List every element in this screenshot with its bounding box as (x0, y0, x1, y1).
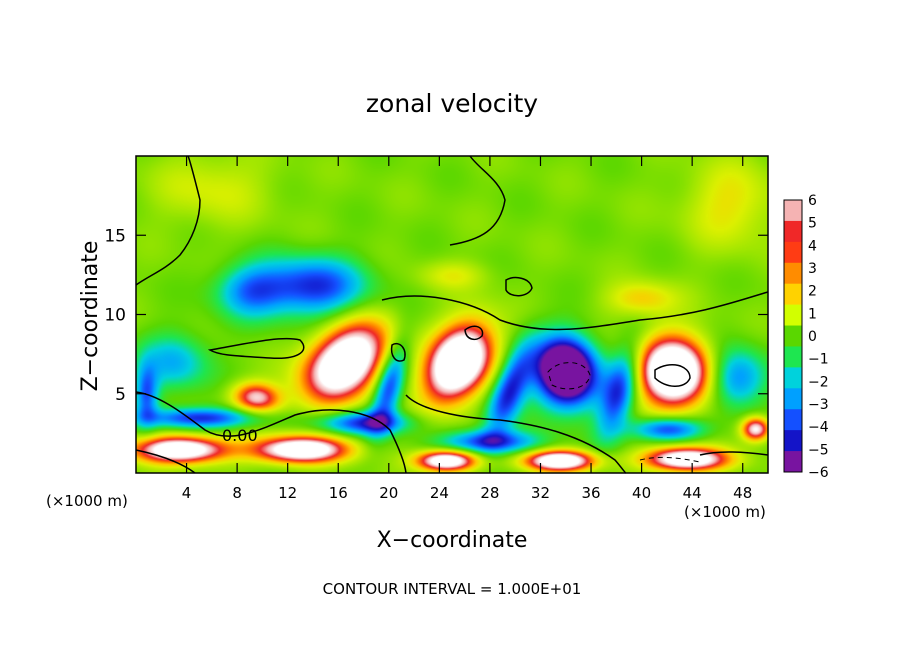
x-tick-label: 12 (278, 484, 297, 502)
x-tick-label: 48 (733, 484, 752, 502)
contour-zero-island-a (505, 276, 533, 297)
y-axis-label: Z−coordinate (78, 241, 103, 392)
chart-title: zonal velocity (366, 89, 538, 118)
colorbar-tick-label: 3 (808, 261, 817, 277)
colorbar-segment (784, 346, 802, 368)
colorbar-tick-label: 5 (808, 216, 817, 232)
heatmap-field (136, 156, 768, 473)
contour-zero-top (449, 155, 506, 246)
colorbar-tick-label: −4 (808, 420, 829, 436)
colorbar: 6 5 4 3 2 1 0 −1 −2 −3 −4 −5 −6 (783, 193, 829, 481)
contour-zero-island-d (390, 343, 406, 362)
colorbar-segment (784, 388, 802, 410)
contour-neg-vortex (547, 362, 591, 390)
colorbar-tick-label: −6 (808, 465, 829, 481)
colorbar-tick-label: 2 (808, 284, 817, 300)
y-axis-ticks: 5 10 15 (104, 226, 768, 405)
x-axis-label: X−coordinate (377, 528, 528, 553)
colorbar-segment (784, 325, 802, 347)
colorbar-frame (783, 199, 803, 473)
contour-zero-lowleft (135, 391, 407, 474)
colorbar-tick-label: 0 (808, 329, 817, 345)
colorbar-segment (784, 430, 802, 452)
colorbar-segment (784, 220, 802, 243)
colorbar-tick-label: 4 (808, 238, 817, 254)
x-tick-label: 4 (182, 484, 192, 502)
colorbar-tick-label: 1 (808, 306, 817, 322)
colorbar-tick-label: −2 (808, 374, 829, 390)
x-tick-label: 40 (632, 484, 651, 502)
colorbar-tick-label: 6 (808, 193, 817, 209)
colorbar-segment (784, 200, 802, 222)
contour-zero-bottom (135, 449, 196, 474)
x-tick-label: 36 (581, 484, 600, 502)
colorbar-tick-label: −1 (808, 352, 829, 368)
x-axis-ticks: 4 8 12 16 20 24 28 32 36 40 44 48 (182, 156, 752, 502)
colorbar-segment (784, 451, 802, 473)
x-tick-label: 20 (379, 484, 398, 502)
contour-zero-mid (381, 291, 769, 331)
contour-zero-island-b (207, 337, 305, 359)
contour-dashed (547, 362, 701, 463)
contour-neg-bottom (639, 456, 701, 463)
contour-zero-bottom-right (699, 451, 769, 456)
y-tick-label: 15 (104, 226, 126, 246)
y-tick-label: 5 (115, 385, 126, 405)
contour-label: 0.00 (222, 426, 258, 445)
colorbar-segment (784, 283, 802, 306)
colorbar-segment (784, 262, 802, 285)
colorbar-tick-label: −5 (808, 442, 829, 458)
x-tick-label: 32 (531, 484, 550, 502)
colorbar-segment (784, 409, 802, 431)
x-tick-label: 44 (683, 484, 702, 502)
x-tick-label: 28 (480, 484, 499, 502)
colorbar-segment (784, 241, 802, 264)
x-tick-label: 8 (232, 484, 242, 502)
x-tick-label: 24 (430, 484, 449, 502)
x-unit-label: (×1000 m) (684, 503, 766, 521)
y-unit-label: (×1000 m) (46, 492, 128, 510)
contour-lines (135, 155, 769, 474)
contour-zero-vortex-right (654, 363, 691, 387)
x-tick-label: 16 (329, 484, 348, 502)
colorbar-tick-label: −3 (808, 397, 829, 413)
contour-zero-lowright (405, 394, 627, 474)
y-tick-label: 10 (104, 306, 126, 326)
contour-interval-text: CONTOUR INTERVAL = 1.000E+01 (323, 580, 582, 598)
contour-zero-island-c (464, 325, 484, 341)
contour-zero-upper (135, 155, 201, 286)
colorbar-segment (784, 304, 802, 327)
colorbar-segment (784, 367, 802, 389)
